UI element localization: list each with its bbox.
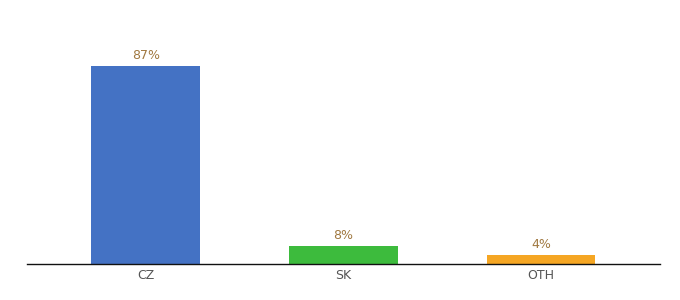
Bar	[91, 66, 200, 264]
Text: 87%: 87%	[132, 49, 160, 62]
Bar	[487, 255, 596, 264]
Text: 4%: 4%	[531, 238, 551, 251]
Bar	[289, 246, 398, 264]
Text: 8%: 8%	[333, 229, 354, 242]
